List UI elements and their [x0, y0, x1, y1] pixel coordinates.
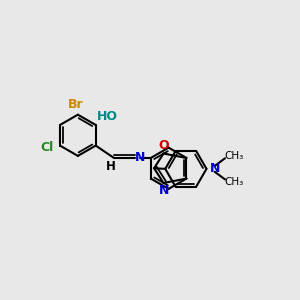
Text: N: N	[135, 151, 146, 164]
Text: CH₃: CH₃	[225, 151, 244, 161]
Text: HO: HO	[96, 110, 117, 123]
Text: CH₃: CH₃	[225, 177, 244, 187]
Text: Br: Br	[68, 98, 83, 111]
Text: H: H	[106, 160, 116, 173]
Text: O: O	[158, 140, 169, 152]
Text: Cl: Cl	[40, 141, 53, 154]
Text: N: N	[159, 184, 169, 197]
Text: N: N	[210, 162, 220, 175]
